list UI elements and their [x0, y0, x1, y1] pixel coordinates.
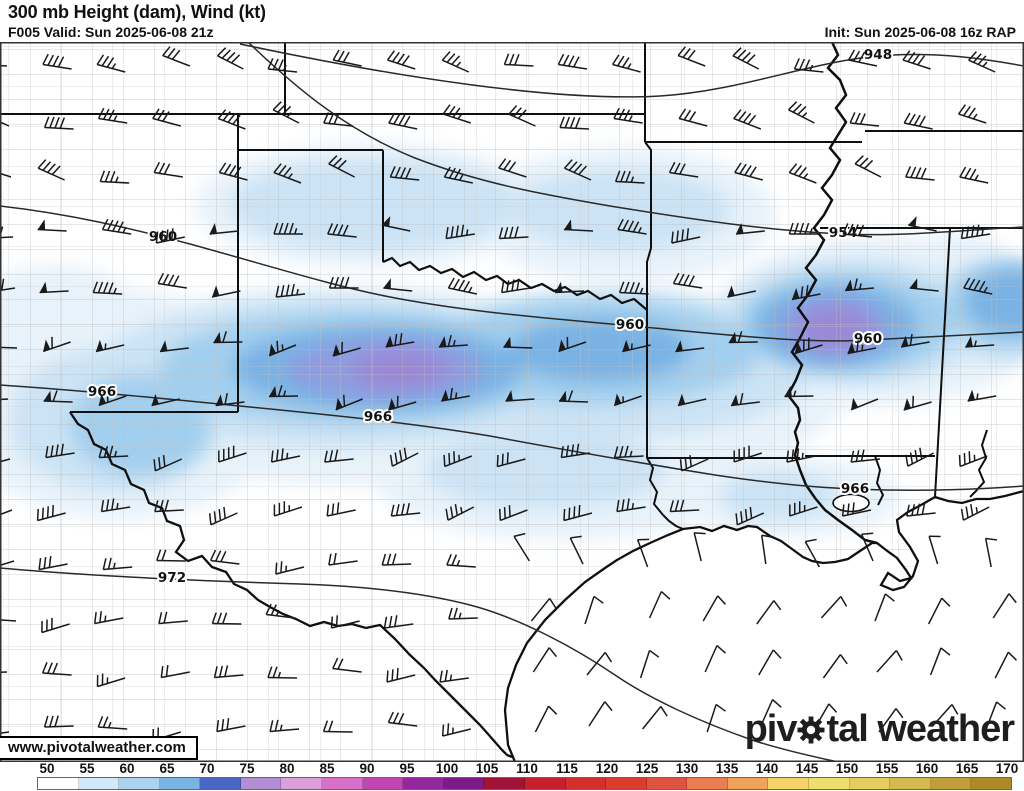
- wind-barbs: [0, 46, 1018, 742]
- legend-segment: [687, 778, 728, 789]
- legend-tick: 125: [635, 761, 659, 776]
- legend-tick: 55: [79, 761, 95, 776]
- legend-segment: [971, 778, 1011, 789]
- legend-tick: 105: [475, 761, 499, 776]
- legend-tick: 165: [955, 761, 979, 776]
- legend-tick: 100: [435, 761, 459, 776]
- louisiana-mississippi-coastline: [682, 489, 1024, 592]
- legend-segment: [403, 778, 444, 789]
- legend-tick-labels: 50 55 60 65 70 75 80 85 90 95 100 105 110 115 120 125 13…: [0, 761, 1024, 777]
- legend-segment: [200, 778, 241, 789]
- legend-segment: [606, 778, 647, 789]
- contour-966: [0, 384, 1024, 491]
- legend-segment: [565, 778, 607, 789]
- height-contours: [0, 41, 1024, 763]
- contour-948: [239, 43, 1024, 98]
- contour-954: [247, 41, 1024, 236]
- legend-segment: [119, 778, 160, 789]
- rio-grande-border: [69, 411, 513, 759]
- legend-tick: 170: [995, 761, 1019, 776]
- contour-label-966: 966: [88, 384, 116, 400]
- legend-segment: [322, 778, 363, 789]
- alabama-river: [969, 429, 988, 498]
- legend-tick: 85: [319, 761, 335, 776]
- gulf-of-mexico-water: [505, 491, 1024, 762]
- legend-segment: [768, 778, 809, 789]
- legend-tick: 95: [399, 761, 415, 776]
- legend-tick: 75: [239, 761, 255, 776]
- pivotal-weather-logo: piv tal weather: [744, 705, 1015, 754]
- legend-segment: [524, 778, 566, 789]
- contour-label-966: 966: [841, 481, 869, 497]
- legend-segment: [890, 778, 931, 789]
- legend-segment: [78, 778, 120, 789]
- pearl-river-border: [874, 455, 885, 506]
- legend-segment: [159, 778, 201, 789]
- legend-tick: 110: [516, 761, 538, 776]
- legend-tick: 50: [39, 761, 55, 776]
- legend-segment: [484, 778, 525, 789]
- contour-label-960: 960: [854, 331, 882, 347]
- legend-segment: [808, 778, 850, 789]
- legend-segment: [646, 778, 688, 789]
- legend-tick: 90: [359, 761, 375, 776]
- legend-tick: 145: [795, 761, 819, 776]
- legend-colorbar: [37, 777, 1012, 790]
- legend-segment: [240, 778, 282, 789]
- watermark-url: www.pivotalweather.com: [0, 736, 198, 760]
- logo-prefix: piv: [744, 708, 798, 750]
- legend-tick: 70: [199, 761, 215, 776]
- legend-segment: [38, 778, 79, 789]
- legend-segment: [727, 778, 769, 789]
- legend-segment: [849, 778, 891, 789]
- header: 300 mb Height (dam), Wind (kt) F005 Vali…: [0, 0, 1024, 42]
- legend-tick: 115: [556, 761, 578, 776]
- legend-tick: 130: [675, 761, 699, 776]
- init-time-label: Init: Sun 2025-06-08 16z RAP: [824, 24, 1016, 40]
- sabine-river-border: [646, 457, 684, 530]
- legend-segment: [930, 778, 972, 789]
- contour-label-960: 960: [616, 317, 644, 333]
- contour-label-966: 966: [364, 409, 392, 425]
- legend-segment: [443, 778, 485, 789]
- legend-tick: 120: [595, 761, 619, 776]
- legend-tick: 155: [875, 761, 899, 776]
- mississippi-river: [786, 41, 878, 545]
- legend-tick: 80: [279, 761, 295, 776]
- legend-segment: [281, 778, 323, 789]
- legend-tick: 135: [715, 761, 739, 776]
- valid-time-label: F005 Valid: Sun 2025-06-08 21z: [8, 24, 214, 40]
- legend-tick: 160: [915, 761, 939, 776]
- legend-tick: 65: [159, 761, 175, 776]
- wind-speed-legend: 50 55 60 65 70 75 80 85 90 95 100 105 110 115 120 125 13…: [0, 761, 1024, 791]
- legend-tick: 140: [755, 761, 779, 776]
- contour-972: [0, 567, 839, 763]
- logo-suffix: tal weather: [826, 708, 1015, 750]
- map-frame: [0, 42, 1024, 762]
- gear-icon: [797, 711, 825, 754]
- legend-tick: 60: [119, 761, 135, 776]
- contour-960: [0, 205, 1024, 342]
- contour-label-972: 972: [158, 570, 186, 586]
- map-area: 948 954 960 960 960 966 966 966 972: [0, 41, 1024, 763]
- lake-pontchartrain: [832, 493, 870, 513]
- legend-segment: [362, 778, 404, 789]
- texas-coastline: [503, 527, 684, 763]
- contour-label-948: 948: [864, 47, 892, 63]
- page-title: 300 mb Height (dam), Wind (kt): [8, 2, 266, 22]
- legend-tick: 150: [835, 761, 859, 776]
